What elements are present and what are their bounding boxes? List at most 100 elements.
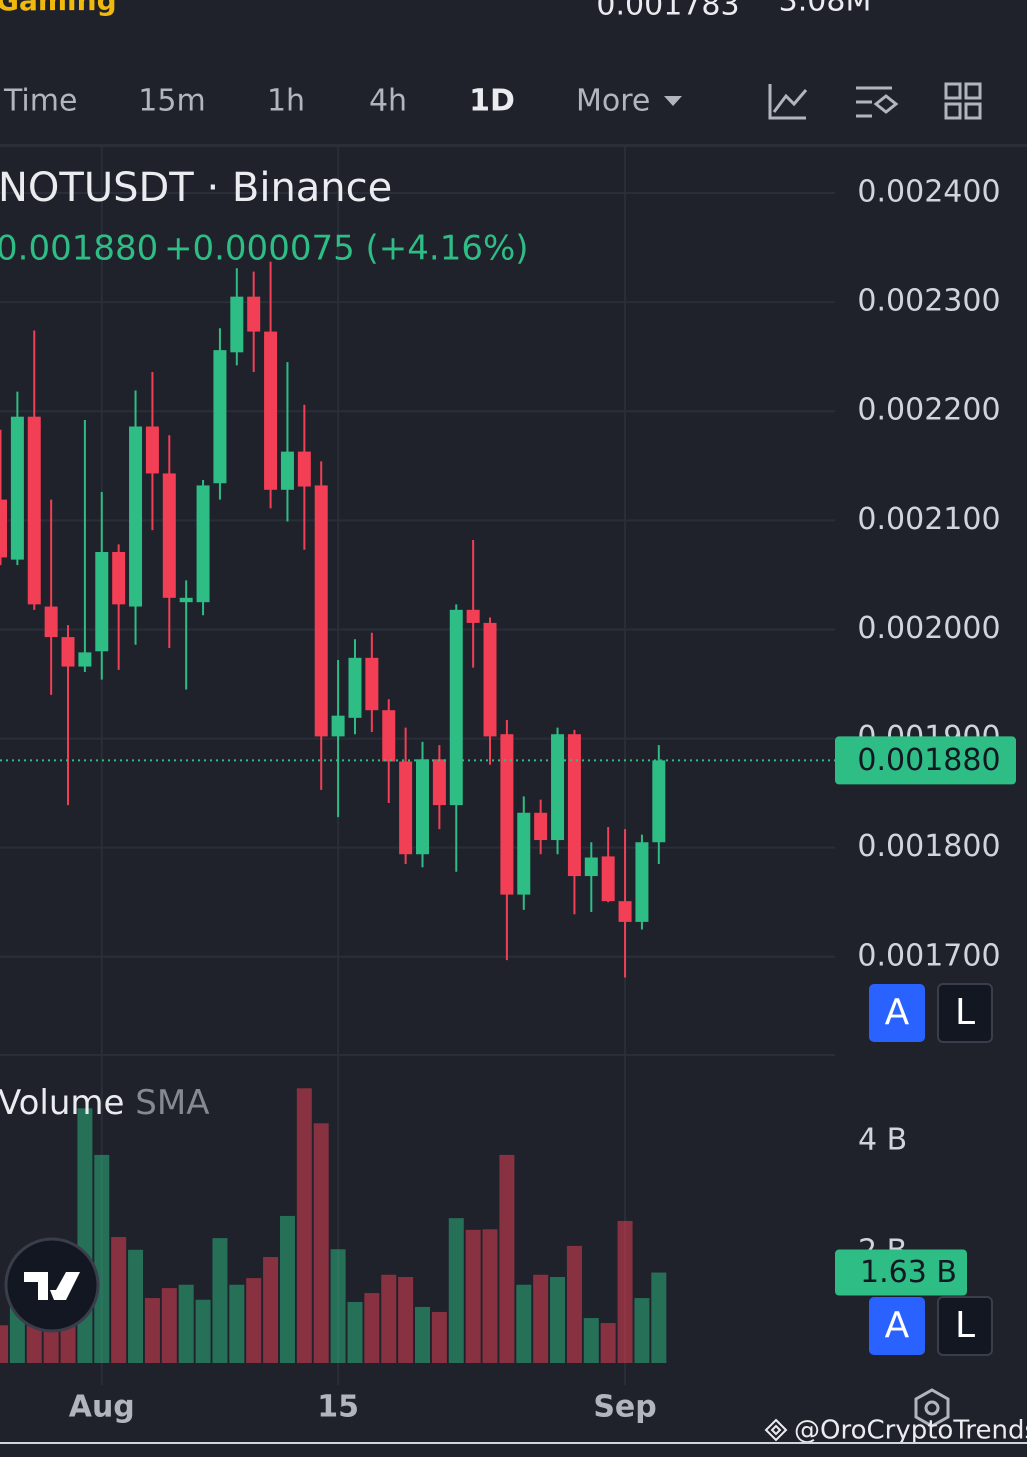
last-price-tag	[835, 736, 1016, 785]
interval-tab[interactable]: 4h	[369, 84, 407, 119]
volume-bar	[482, 1229, 498, 1363]
volume-bar	[651, 1272, 667, 1363]
candle-body	[483, 622, 497, 737]
log-button[interactable]	[937, 983, 993, 1043]
watermark-icon	[764, 1418, 788, 1442]
candle-body	[213, 350, 227, 484]
volume-bar	[583, 1318, 599, 1363]
overlay: NOTUSDT · Binance 0.001880 +0.000075 (+4…	[0, 165, 1016, 1425]
volume-subtitle: SMA	[135, 1083, 209, 1123]
y-tick-label: 4 B	[858, 1123, 907, 1158]
pane-separator	[0, 1054, 835, 1056]
plot	[0, 261, 835, 1363]
candle-body	[567, 734, 581, 877]
toolbar-border	[0, 144, 1027, 147]
volume-title-text: Volume	[0, 1083, 124, 1123]
volume-title: Volume SMA	[0, 1083, 209, 1123]
volume-bar	[364, 1293, 380, 1363]
candle-body	[449, 609, 463, 806]
candle-body	[517, 812, 531, 895]
layout-icon[interactable]	[944, 82, 982, 120]
auto-button[interactable]	[869, 984, 925, 1042]
tradingview-logo[interactable]	[4, 1237, 100, 1333]
candle-body	[145, 426, 159, 474]
volume-bar	[246, 1278, 262, 1363]
volume-bar	[144, 1298, 160, 1363]
auto-button-label: A	[885, 1305, 910, 1346]
candle-body	[264, 331, 278, 490]
last-volume-label: 1.63 B	[860, 1255, 957, 1290]
candle-body	[534, 812, 548, 841]
candle-body	[331, 715, 345, 737]
interval-tab-active[interactable]: 1D	[469, 84, 515, 119]
candle-body	[61, 637, 75, 667]
x-tick-label: Sep	[593, 1390, 656, 1425]
y-tick-label: 0.001700	[857, 938, 1000, 973]
volume-bar	[415, 1306, 430, 1363]
candle-body	[10, 416, 24, 560]
y-tick-label: 0.002200	[857, 393, 1000, 428]
chart-title: NOTUSDT · Binance	[0, 165, 392, 211]
candle-body	[551, 734, 565, 841]
candle-body	[44, 606, 58, 638]
candle-body	[635, 842, 649, 922]
y-tick-label: 0.002300	[857, 284, 1000, 319]
candle-body	[129, 426, 143, 607]
indicator-icon[interactable]	[768, 84, 808, 120]
candle-body	[652, 760, 666, 843]
volume-bar	[448, 1218, 464, 1363]
candle-body	[0, 499, 7, 558]
candle-body	[314, 485, 328, 737]
interval-tab[interactable]: 15m	[138, 84, 205, 119]
candle-body	[95, 551, 109, 652]
legend-close: 0.001880	[0, 229, 158, 269]
candle-body	[27, 416, 41, 605]
volume-bar	[26, 1325, 42, 1363]
candle-body	[196, 485, 210, 603]
volume-bar	[60, 1325, 76, 1363]
gear-center	[924, 1400, 940, 1416]
more-menu[interactable]: More	[576, 84, 650, 119]
y-tick-label: 0.002100	[857, 502, 1000, 537]
volume-bar	[550, 1276, 566, 1363]
candle-body	[112, 551, 126, 605]
candle-body	[247, 296, 261, 332]
volume-bar	[178, 1284, 194, 1363]
gear-icon[interactable]	[914, 1388, 950, 1428]
volume-bar	[617, 1220, 633, 1363]
volume-bar	[279, 1215, 295, 1363]
candle-body	[365, 657, 379, 711]
volume-bar	[566, 1245, 582, 1363]
logo-mark	[24, 1272, 80, 1300]
candle-body	[399, 761, 413, 855]
x-tick-label: 15	[317, 1390, 359, 1425]
volume-bar	[465, 1229, 481, 1363]
bottom-border	[0, 1442, 1027, 1444]
volume-bar	[77, 1108, 93, 1363]
candle-body	[416, 759, 429, 855]
volume-bar	[195, 1299, 211, 1363]
symbol-name: Gaming	[0, 0, 117, 17]
candle-body	[162, 473, 176, 598]
last-price-label: 0.001880	[857, 743, 1000, 778]
candle-body	[500, 734, 514, 895]
volume-bar	[431, 1311, 447, 1363]
interval-tab[interactable]: 1h	[267, 84, 305, 119]
y-tick-label: 0.002400	[857, 175, 1000, 210]
volume-bar	[229, 1284, 245, 1363]
toolbar: Time 15m 1h 4h 1D More	[3, 82, 982, 120]
interval-tab[interactable]: Time	[3, 84, 77, 119]
candle-body	[297, 451, 311, 487]
candle-body	[280, 451, 294, 490]
auto-button[interactable]	[869, 1297, 925, 1355]
scale-buttons: A L A L	[869, 983, 993, 1356]
log-button[interactable]	[937, 1296, 993, 1356]
header-price: 0.001783	[596, 0, 739, 23]
log-button-label: L	[955, 1305, 975, 1346]
volume-bar	[398, 1276, 414, 1363]
settings-icon[interactable]	[856, 86, 899, 118]
y-tick-label: 0.001800	[857, 829, 1000, 864]
volume-bar	[0, 1325, 8, 1363]
volume-bar	[263, 1257, 279, 1363]
